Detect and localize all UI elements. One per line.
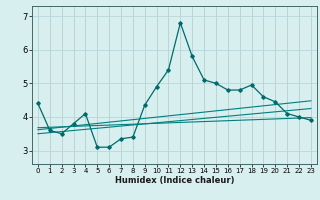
X-axis label: Humidex (Indice chaleur): Humidex (Indice chaleur) xyxy=(115,176,234,185)
